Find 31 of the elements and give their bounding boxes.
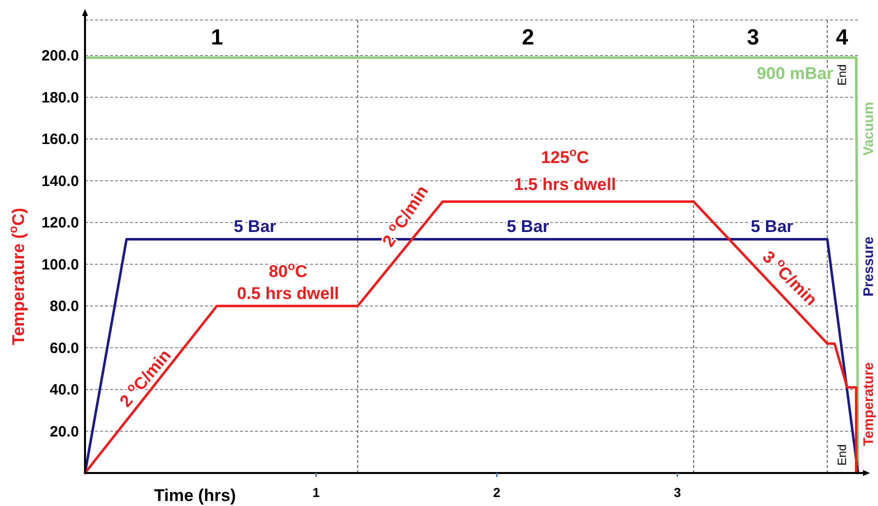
annotation: 80$^{o}$C: [268, 258, 308, 281]
annotation: 0.5 hrs dwell: [236, 284, 340, 303]
x-tick-label: 2: [493, 485, 500, 500]
y-tick-label: 160.0: [41, 131, 79, 148]
y-tick-label: 20.0: [50, 424, 79, 440]
annotation: 5 Bar: [506, 216, 550, 236]
y-tick-label: 200.0: [41, 48, 79, 65]
y-tick-label: 80.0: [50, 298, 79, 316]
annotation: 125$^{o}$C: [541, 144, 589, 167]
x-axis-title: Time (hrs): [154, 486, 236, 505]
annotation: 900 mBar: [756, 64, 834, 83]
y-tick-label: 120.0: [41, 214, 79, 232]
annotation: 3: [746, 24, 760, 50]
annotation: End: [835, 64, 850, 86]
y-tick-label: 40.0: [50, 382, 79, 399]
x-tick-label: 1: [312, 485, 320, 500]
y-tick-label: 140.0: [41, 172, 79, 190]
annotation: 5 Bar: [234, 216, 277, 236]
annotation: 5 Bar: [750, 216, 794, 236]
text: Pressure: [860, 236, 876, 296]
annotation: 1.5 hrs dwell: [514, 174, 616, 194]
y-tick-label: 60.0: [50, 340, 79, 357]
y-tick-label: 180.0: [41, 89, 79, 106]
text: Vacuum: [860, 102, 876, 156]
annotation: End: [835, 444, 850, 466]
annotation: 4: [836, 24, 849, 50]
annotation: 2: [522, 24, 534, 50]
annotation: 1: [210, 24, 224, 50]
y-tick-label: 100.0: [41, 256, 79, 274]
text: Temperature: [860, 362, 876, 446]
x-tick-label: 3: [674, 485, 682, 500]
